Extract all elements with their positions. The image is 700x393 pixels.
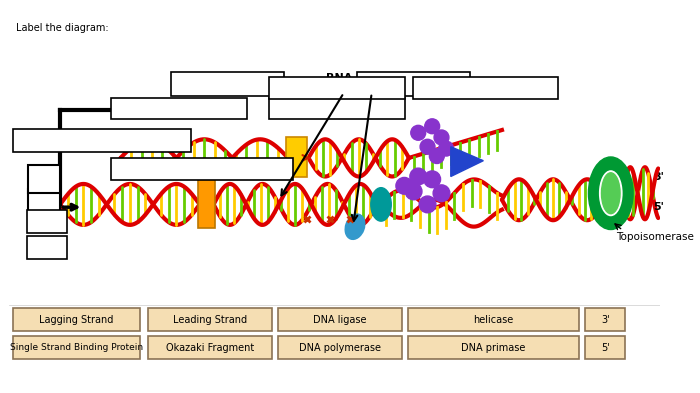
FancyBboxPatch shape (585, 308, 625, 331)
FancyBboxPatch shape (111, 98, 246, 119)
Text: 3': 3' (144, 142, 154, 152)
FancyBboxPatch shape (286, 136, 307, 177)
Circle shape (405, 183, 422, 200)
Text: DNA primase: DNA primase (461, 343, 526, 353)
Text: 5': 5' (601, 343, 610, 353)
FancyBboxPatch shape (27, 209, 67, 233)
Text: DNA polymerase: DNA polymerase (299, 343, 381, 353)
Circle shape (410, 168, 426, 185)
Polygon shape (451, 147, 483, 176)
FancyBboxPatch shape (148, 308, 272, 331)
FancyBboxPatch shape (198, 179, 214, 228)
Ellipse shape (371, 188, 391, 221)
FancyBboxPatch shape (357, 72, 470, 96)
FancyBboxPatch shape (148, 336, 272, 359)
FancyBboxPatch shape (409, 336, 579, 359)
FancyBboxPatch shape (13, 129, 191, 152)
Text: Lagging Strand: Lagging Strand (39, 315, 113, 325)
Text: RNA primer: RNA primer (326, 73, 398, 83)
FancyBboxPatch shape (13, 308, 140, 331)
FancyBboxPatch shape (269, 98, 405, 119)
FancyBboxPatch shape (172, 72, 284, 96)
Text: 3': 3' (601, 315, 610, 325)
Text: DNA ligase: DNA ligase (314, 315, 367, 325)
FancyBboxPatch shape (409, 308, 579, 331)
Circle shape (419, 196, 436, 213)
Text: 5': 5' (146, 158, 157, 169)
Circle shape (420, 139, 435, 154)
Ellipse shape (601, 173, 620, 214)
Text: Leading Strand: Leading Strand (173, 315, 247, 325)
FancyBboxPatch shape (27, 235, 67, 259)
Text: helicase: helicase (473, 315, 514, 325)
Text: 3': 3' (654, 171, 664, 182)
FancyBboxPatch shape (585, 336, 625, 359)
Circle shape (429, 149, 444, 163)
Text: Label the diagram:: Label the diagram: (16, 23, 109, 33)
FancyBboxPatch shape (279, 336, 402, 359)
Ellipse shape (600, 171, 622, 216)
Text: Topoisomerase: Topoisomerase (616, 232, 694, 242)
Circle shape (396, 177, 413, 194)
FancyBboxPatch shape (111, 158, 293, 180)
FancyBboxPatch shape (279, 308, 402, 331)
FancyBboxPatch shape (269, 77, 405, 99)
Circle shape (433, 185, 450, 202)
Circle shape (439, 141, 454, 156)
FancyBboxPatch shape (27, 189, 60, 217)
Text: Okazaki Fragment: Okazaki Fragment (166, 343, 254, 353)
FancyBboxPatch shape (27, 165, 60, 193)
Circle shape (411, 125, 426, 140)
Circle shape (434, 130, 449, 145)
FancyBboxPatch shape (413, 77, 558, 99)
Circle shape (424, 171, 440, 188)
Ellipse shape (345, 214, 365, 239)
FancyBboxPatch shape (13, 336, 140, 359)
Text: Single Strand Binding Protein: Single Strand Binding Protein (10, 343, 143, 352)
Ellipse shape (589, 157, 633, 230)
Text: 5': 5' (654, 202, 664, 212)
Circle shape (425, 119, 440, 134)
